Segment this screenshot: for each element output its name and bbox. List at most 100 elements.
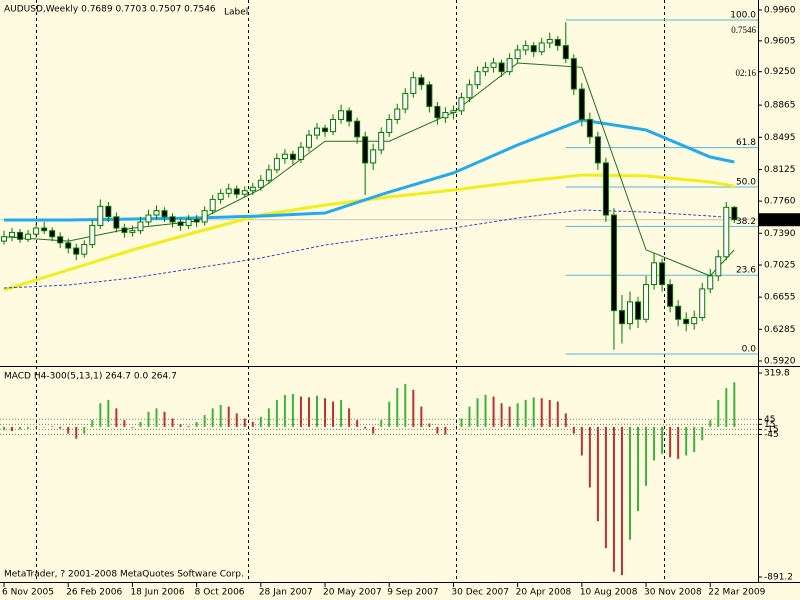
macd-bar xyxy=(139,421,142,427)
macd-bar xyxy=(564,413,567,427)
macd-bar xyxy=(444,426,447,435)
candle-body xyxy=(651,262,658,286)
candle-body xyxy=(1,236,8,242)
y-tick-label: 0.8865 xyxy=(764,101,796,111)
macd-bar xyxy=(556,401,559,427)
candle-body xyxy=(699,288,706,319)
macd-bar xyxy=(195,421,198,427)
x-tick-label: 22 Mar 2009 xyxy=(708,588,765,598)
macd-bar xyxy=(27,426,30,429)
candle-body xyxy=(554,39,561,47)
candle-body xyxy=(17,231,24,240)
candle-body xyxy=(578,88,585,120)
macd-bar xyxy=(620,426,623,576)
macd-bar xyxy=(316,395,319,427)
macd-bar xyxy=(243,418,246,427)
candle-body xyxy=(418,77,425,86)
macd-bar xyxy=(115,408,118,427)
y-tick-label: 0.8495 xyxy=(764,133,796,143)
candle-body xyxy=(530,45,537,53)
macd-bar xyxy=(388,401,391,427)
y-tick-label: 0.7025 xyxy=(764,260,796,270)
macd-bar xyxy=(628,426,631,540)
macd-bar xyxy=(725,388,728,427)
macd-bar xyxy=(283,394,286,427)
candle-body xyxy=(121,227,128,233)
macd-bar xyxy=(661,426,664,454)
macd-bar xyxy=(637,426,640,512)
macd-bar xyxy=(516,403,519,427)
candle-body xyxy=(9,231,16,238)
candle-body xyxy=(618,310,625,325)
candle-body xyxy=(570,58,577,90)
macd-bar xyxy=(508,406,511,427)
candle-body xyxy=(394,108,401,120)
x-tick-label: 8 Oct 2006 xyxy=(195,588,245,598)
candle-body xyxy=(482,66,489,73)
candle-body xyxy=(113,216,120,229)
macd-bar xyxy=(123,420,126,427)
macd-bar xyxy=(235,413,238,427)
macd-bar xyxy=(291,394,294,427)
candle-body xyxy=(41,227,48,232)
candle-body xyxy=(522,45,529,51)
candle-body xyxy=(498,62,505,73)
macd-bar xyxy=(645,426,648,486)
candle-body xyxy=(474,71,481,86)
macd-bar xyxy=(420,406,423,427)
macd-bar xyxy=(733,382,736,427)
fib-label: 61.8 xyxy=(736,138,756,148)
candle-body xyxy=(217,192,224,200)
macd-bar xyxy=(612,426,615,572)
macd-bar xyxy=(19,426,22,430)
macd-bar xyxy=(653,426,656,461)
macd-bar xyxy=(572,426,575,434)
candle-body xyxy=(691,317,698,325)
macd-bar xyxy=(11,426,14,432)
candle-body xyxy=(594,136,601,164)
price-box-label: 0.7546 xyxy=(763,215,795,225)
y-tick-label: 0.5920 xyxy=(764,357,796,367)
macd-bar xyxy=(364,426,367,429)
x-tick-label: 28 Jan 2007 xyxy=(259,588,313,598)
y-tick-label: 0.9250 xyxy=(764,67,796,77)
macd-bar xyxy=(669,426,672,458)
macd-bar xyxy=(685,426,688,456)
candle-body xyxy=(233,188,240,195)
candle-body xyxy=(731,206,738,221)
y-tick-label: 45 xyxy=(764,415,775,425)
indicator-line xyxy=(3,173,735,292)
candle-body xyxy=(338,110,345,120)
candle-body xyxy=(386,118,393,133)
macd-bar xyxy=(75,426,78,439)
candle-body xyxy=(723,206,730,258)
macd-bar xyxy=(179,424,182,427)
candle-body xyxy=(281,153,288,160)
y-tick-label: 0.7390 xyxy=(764,229,796,239)
candle-body xyxy=(241,190,248,195)
macd-bar xyxy=(267,408,270,427)
macd-bar xyxy=(717,399,720,427)
candle-body xyxy=(169,216,176,223)
macd-bar xyxy=(91,420,94,427)
macd-bar xyxy=(492,396,495,427)
indicator-line xyxy=(3,209,735,289)
copyright: MetaTrader, ? 2001-2008 MetaQuotes Softw… xyxy=(4,570,244,580)
y-tick-label: 0.9960 xyxy=(764,5,796,15)
macd-bar xyxy=(396,388,399,427)
candle-body xyxy=(297,146,304,160)
macd-bar xyxy=(436,426,439,434)
candle-body xyxy=(434,105,441,119)
macd-bar xyxy=(259,416,262,427)
x-tick-label: 6 Nov 2005 xyxy=(2,588,54,598)
macd-bar xyxy=(532,397,535,427)
price-box xyxy=(759,213,800,227)
candle-body xyxy=(562,45,569,60)
candle-body xyxy=(715,256,722,277)
macd-bar xyxy=(677,426,680,459)
y-tick-label: 0.7760 xyxy=(764,197,796,207)
candle-body xyxy=(201,210,208,223)
macd-bar xyxy=(3,426,6,431)
y-tick-label: 0.6285 xyxy=(764,325,796,335)
